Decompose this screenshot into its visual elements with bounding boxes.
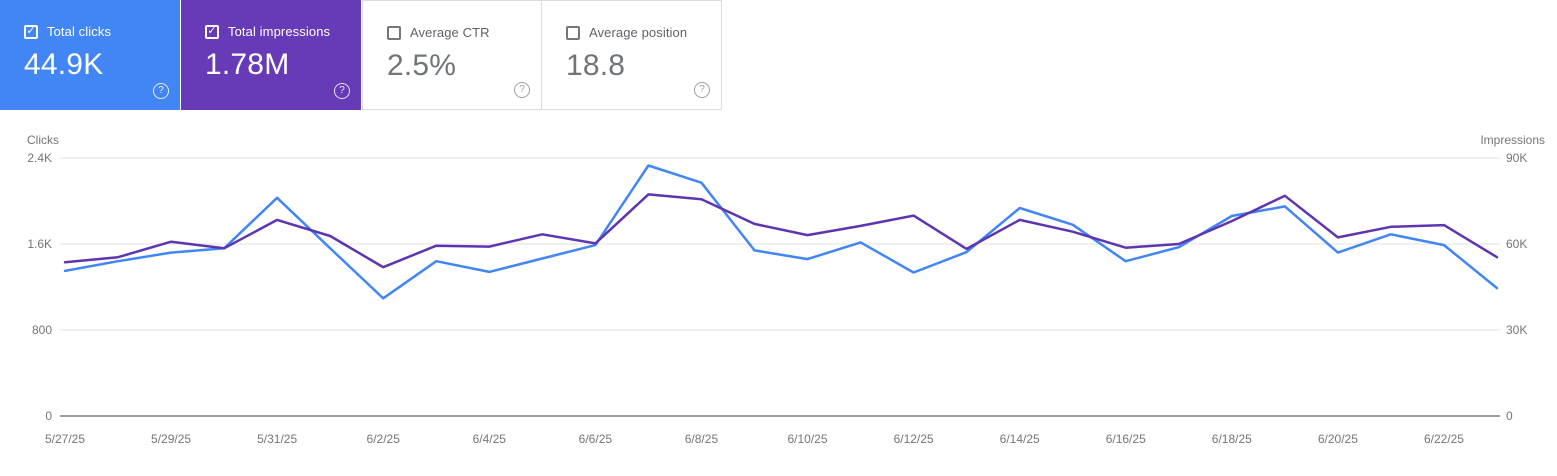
x-axis-tick: 6/10/25 [787, 432, 827, 446]
x-axis-tick: 5/31/25 [257, 432, 297, 446]
card-value: 44.9K [24, 48, 104, 81]
x-axis-tick: 6/20/25 [1318, 432, 1358, 446]
card-label: Total clicks [47, 24, 112, 39]
card-value: 18.8 [566, 49, 626, 82]
card-total-impressions[interactable]: ✓ Total impressions 1.78M ? [181, 0, 361, 110]
x-axis-tick: 6/18/25 [1212, 432, 1252, 446]
checkbox-total-clicks[interactable]: ✓ [24, 24, 38, 39]
x-axis-tick: 5/27/25 [45, 432, 85, 446]
x-axis-tick: 6/16/25 [1106, 432, 1146, 446]
right-axis-tick: 60K [1506, 237, 1527, 251]
x-axis-tick: 6/22/25 [1424, 432, 1464, 446]
left-axis-tick: 800 [32, 323, 52, 337]
impressions-line [63, 193, 1499, 269]
card-value: 2.5% [387, 49, 457, 82]
metric-cards-row: ✓ Total clicks 44.9K ? ✓ Total impressio… [0, 0, 1557, 110]
card-total-clicks[interactable]: ✓ Total clicks 44.9K ? [0, 0, 180, 110]
help-icon[interactable]: ? [334, 83, 350, 99]
clicks-line [63, 164, 1499, 300]
card-label: Average CTR [410, 25, 490, 40]
x-axis-tick: 6/14/25 [1000, 432, 1040, 446]
x-axis-tick: 6/4/25 [473, 432, 507, 446]
help-icon[interactable]: ? [514, 82, 530, 98]
checkbox-average-ctr[interactable] [387, 25, 401, 40]
help-icon[interactable]: ? [153, 83, 169, 99]
card-label: Average position [589, 25, 688, 40]
x-axis-tick: 6/12/25 [894, 432, 934, 446]
x-axis-tick: 6/6/25 [579, 432, 613, 446]
performance-chart: Clicks Impressions 0 800 1.6K 2.4K 0 30K 60K 90K 5… [0, 110, 1557, 471]
checkbox-average-position[interactable] [566, 25, 580, 40]
right-axis-tick: 0 [1506, 409, 1513, 423]
card-value: 1.78M [205, 48, 290, 81]
card-average-ctr[interactable]: Average CTR 2.5% ? [362, 0, 542, 110]
x-axis-tick: 6/8/25 [685, 432, 719, 446]
left-axis-title: Clicks [27, 133, 59, 147]
checkbox-total-impressions[interactable]: ✓ [205, 24, 219, 39]
performance-chart-svg: Clicks Impressions 0 800 1.6K 2.4K 0 30K 60K 90K 5… [27, 133, 1545, 446]
left-axis-tick: 0 [45, 409, 52, 423]
right-axis-title: Impressions [1480, 133, 1545, 147]
left-axis-tick: 2.4K [27, 151, 52, 165]
help-icon[interactable]: ? [694, 82, 710, 98]
card-average-position[interactable]: Average position 18.8 ? [542, 0, 722, 110]
right-axis-tick: 30K [1506, 323, 1527, 337]
x-axis-tick: 5/29/25 [151, 432, 191, 446]
left-axis-tick: 1.6K [27, 237, 52, 251]
chart-plot-area[interactable] [65, 138, 1497, 416]
right-axis-tick: 90K [1506, 151, 1527, 165]
card-label: Total impressions [228, 24, 331, 39]
x-axis-tick: 6/2/25 [367, 432, 401, 446]
